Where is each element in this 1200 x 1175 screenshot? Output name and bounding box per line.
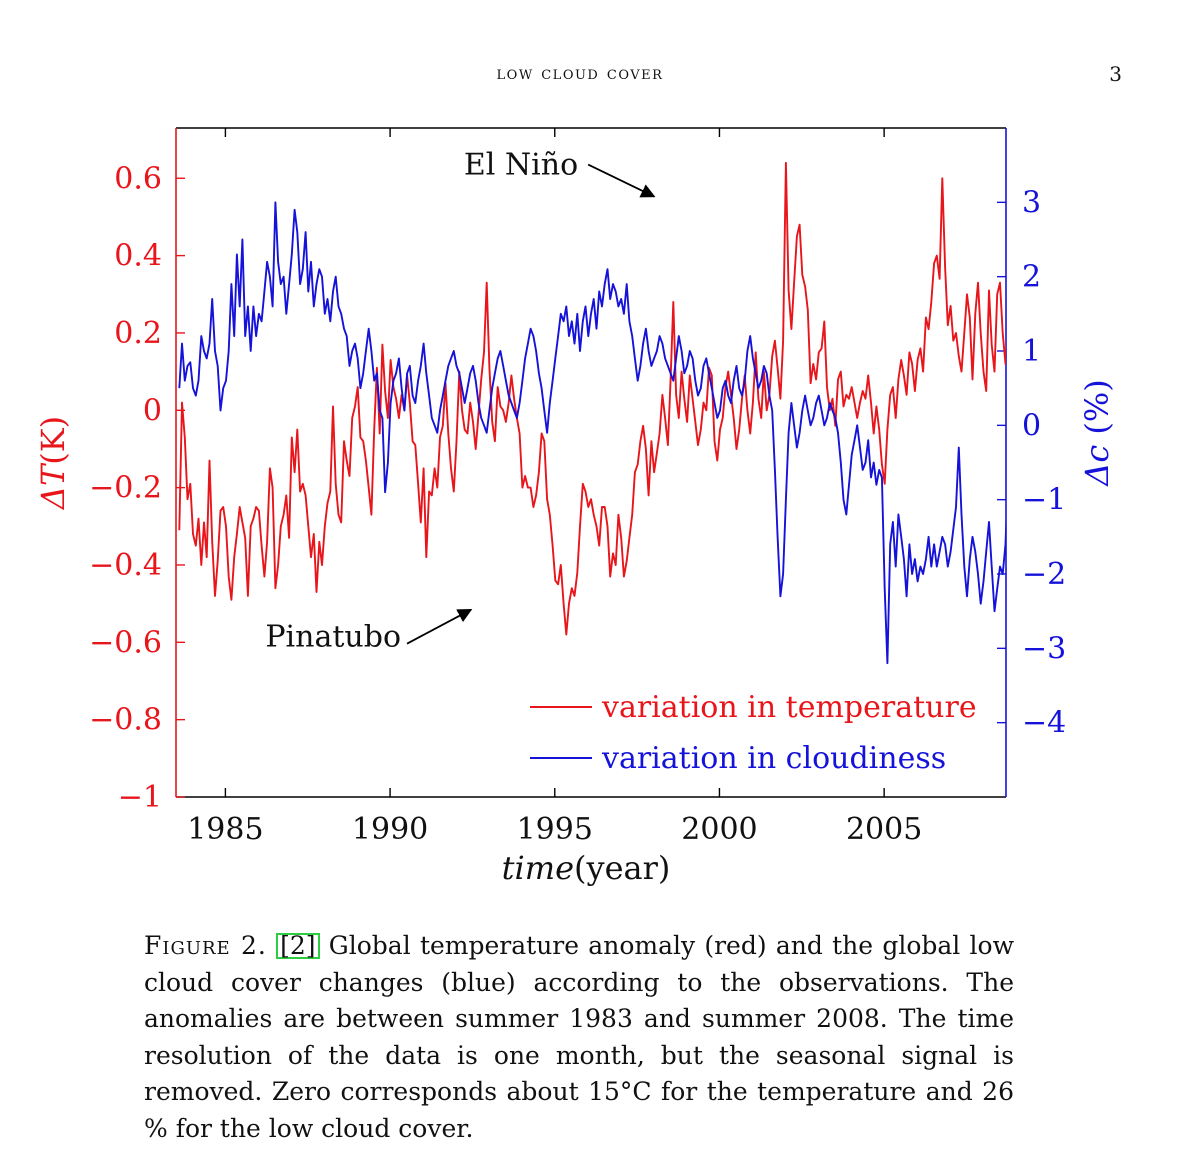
axes: 1985 1990 1995 2000 2005 −1 −0.8 −0.6 −0.4 −0.2 0 0… [34,127,1116,887]
annotation-el-nino: El Niño [464,148,578,183]
caption-text: Global temperature anomaly (red) and the… [144,931,1014,1143]
series-layer [178,161,1006,665]
running-title: LOW CLOUD COVER [496,62,664,84]
right-tick-label: 3 [1022,185,1041,220]
annotation-pinatubo: Pinatubo [265,620,401,655]
x-tick-label: 1990 [352,812,428,847]
left-tick-label: 0.4 [114,239,162,274]
annotation-pinatubo-arrow [406,608,473,645]
right-tick-label: 2 [1022,260,1041,295]
legend: variation in temperature variation in clo… [530,690,977,776]
left-tick-label: −1 [118,780,162,815]
left-tick-label: −0.2 [89,471,162,506]
running-head: LOW CLOUD COVER 3 [0,62,1200,92]
right-tick-label: 0 [1022,408,1041,443]
left-tick-label: 0.6 [114,161,162,196]
left-tick-label: 0 [143,393,162,428]
figure-chart: 1985 1990 1995 2000 2005 −1 −0.8 −0.6 −0.4 −0.2 0 0… [34,127,1116,887]
right-tick-label: 1 [1022,334,1041,369]
legend-label: variation in temperature [601,690,977,725]
left-tick-label: −0.4 [89,548,162,583]
cloudiness-series-line [178,201,1006,665]
legend-label: variation in cloudiness [601,741,946,776]
left-tick-label: 0.2 [114,316,162,351]
right-tick-label: −1 [1022,483,1066,518]
x-tick-label: 2000 [681,812,757,847]
annotation-el-nino-arrow [587,163,656,198]
citation-link[interactable]: [2] [276,931,320,960]
page-number: 3 [1109,62,1122,86]
citation-number[interactable]: 2 [289,931,306,960]
left-tick-label: −0.6 [89,625,162,660]
left-tick-label: −0.8 [89,703,162,738]
right-axis-label: Δc (%) [1078,379,1116,488]
figure-label: Figure 2. [144,931,267,960]
right-tick-label: −3 [1022,631,1066,666]
x-tick-label: 1995 [517,812,593,847]
x-axis-label: time(year) [502,849,671,887]
figure-caption: Figure 2. [2] Global temperature anomaly… [144,928,1014,1147]
right-tick-label: −2 [1022,557,1066,592]
x-tick-label: 1985 [187,812,263,847]
x-tick-label: 2005 [846,812,922,847]
temperature-series-line [178,161,1006,636]
annotations: El Niño Pinatubo [265,148,656,655]
left-axis-label: ΔT(K) [34,416,72,511]
right-tick-label: −4 [1022,706,1066,741]
